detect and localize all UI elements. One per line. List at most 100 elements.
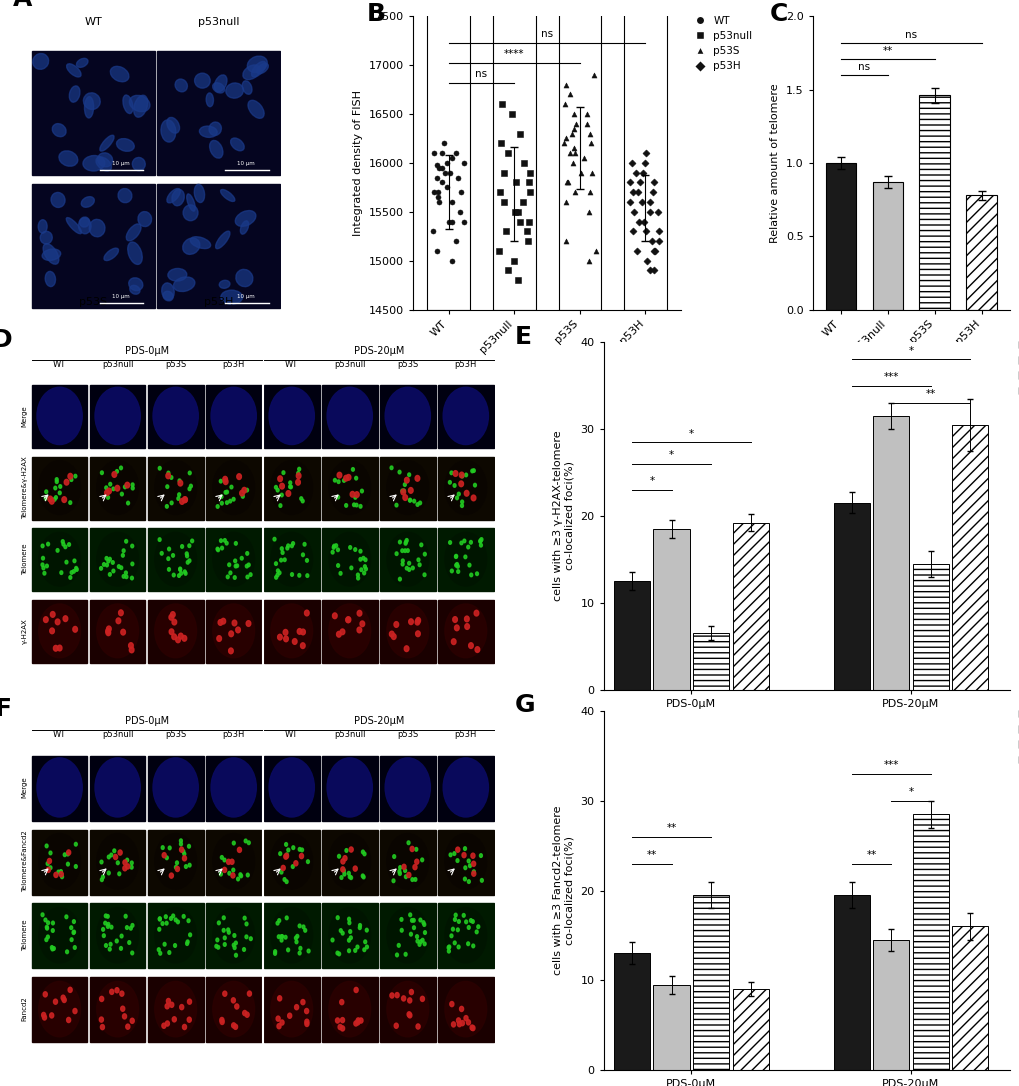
Point bbox=[573, 164, 589, 181]
Text: **: ** bbox=[865, 850, 875, 860]
Circle shape bbox=[365, 929, 368, 932]
Circle shape bbox=[331, 551, 334, 554]
Circle shape bbox=[246, 489, 249, 492]
Circle shape bbox=[280, 935, 283, 938]
Circle shape bbox=[117, 565, 120, 568]
Circle shape bbox=[232, 934, 235, 937]
Circle shape bbox=[222, 992, 226, 996]
Ellipse shape bbox=[59, 151, 77, 166]
Ellipse shape bbox=[209, 122, 221, 136]
Circle shape bbox=[471, 469, 473, 472]
Circle shape bbox=[51, 929, 54, 933]
Circle shape bbox=[107, 871, 110, 875]
Ellipse shape bbox=[127, 242, 142, 264]
Circle shape bbox=[72, 627, 77, 632]
Point bbox=[645, 174, 661, 191]
Bar bbox=[322, 756, 377, 821]
Circle shape bbox=[473, 483, 476, 487]
Circle shape bbox=[457, 1018, 461, 1023]
Circle shape bbox=[453, 918, 455, 921]
Text: PDS-0μM: PDS-0μM bbox=[124, 716, 168, 727]
Circle shape bbox=[423, 573, 426, 577]
Point bbox=[491, 184, 507, 201]
Bar bbox=[90, 830, 146, 895]
Circle shape bbox=[364, 940, 366, 944]
Ellipse shape bbox=[213, 532, 255, 586]
Text: p53null: p53null bbox=[102, 731, 133, 740]
Circle shape bbox=[400, 559, 404, 563]
Bar bbox=[437, 977, 493, 1043]
Circle shape bbox=[365, 945, 368, 949]
Ellipse shape bbox=[252, 62, 266, 77]
Circle shape bbox=[52, 947, 55, 950]
Circle shape bbox=[246, 873, 249, 876]
Circle shape bbox=[119, 466, 122, 469]
Point bbox=[521, 174, 537, 191]
Ellipse shape bbox=[328, 908, 370, 963]
Circle shape bbox=[340, 859, 344, 864]
Circle shape bbox=[453, 913, 457, 917]
Circle shape bbox=[455, 563, 459, 566]
Point bbox=[641, 262, 657, 279]
Point bbox=[454, 154, 471, 172]
Ellipse shape bbox=[183, 205, 198, 220]
Circle shape bbox=[454, 564, 458, 567]
Circle shape bbox=[55, 480, 58, 483]
Circle shape bbox=[112, 471, 116, 478]
Point bbox=[555, 135, 572, 152]
Point bbox=[565, 119, 581, 137]
Circle shape bbox=[223, 479, 228, 484]
Circle shape bbox=[297, 471, 300, 475]
Text: ns: ns bbox=[857, 62, 869, 72]
Circle shape bbox=[243, 917, 246, 920]
Ellipse shape bbox=[243, 80, 252, 94]
Text: p53H: p53H bbox=[222, 731, 245, 740]
Circle shape bbox=[74, 864, 77, 869]
Ellipse shape bbox=[155, 908, 197, 963]
Circle shape bbox=[420, 858, 423, 861]
Circle shape bbox=[337, 952, 340, 956]
Circle shape bbox=[339, 999, 343, 1005]
Circle shape bbox=[107, 922, 110, 926]
Point bbox=[431, 193, 447, 211]
Ellipse shape bbox=[444, 604, 486, 658]
Circle shape bbox=[185, 942, 189, 946]
Circle shape bbox=[165, 856, 168, 860]
Circle shape bbox=[232, 620, 236, 626]
Circle shape bbox=[455, 565, 459, 568]
Circle shape bbox=[302, 925, 305, 929]
Circle shape bbox=[158, 927, 161, 931]
Circle shape bbox=[332, 544, 335, 547]
Circle shape bbox=[243, 948, 246, 951]
Circle shape bbox=[166, 484, 168, 489]
Circle shape bbox=[225, 501, 228, 504]
Text: **: ** bbox=[646, 850, 656, 860]
Circle shape bbox=[227, 931, 230, 934]
Circle shape bbox=[409, 933, 412, 936]
Circle shape bbox=[296, 479, 300, 485]
Circle shape bbox=[355, 492, 359, 497]
Circle shape bbox=[408, 472, 411, 477]
Circle shape bbox=[113, 849, 115, 853]
Circle shape bbox=[467, 942, 469, 946]
Circle shape bbox=[348, 847, 353, 853]
Ellipse shape bbox=[328, 532, 370, 586]
Text: Telomere: Telomere bbox=[21, 543, 28, 574]
Circle shape bbox=[358, 926, 361, 930]
Point bbox=[516, 154, 532, 172]
Circle shape bbox=[122, 1014, 126, 1019]
Circle shape bbox=[48, 496, 53, 502]
Circle shape bbox=[230, 873, 234, 877]
Bar bbox=[653, 529, 689, 690]
Point bbox=[564, 125, 580, 142]
Ellipse shape bbox=[220, 290, 243, 304]
Circle shape bbox=[225, 542, 228, 545]
Ellipse shape bbox=[37, 758, 83, 817]
Circle shape bbox=[168, 950, 170, 955]
Circle shape bbox=[105, 490, 109, 495]
Circle shape bbox=[64, 545, 66, 548]
Circle shape bbox=[232, 497, 234, 501]
Point bbox=[641, 203, 657, 220]
Circle shape bbox=[446, 946, 449, 949]
Circle shape bbox=[108, 557, 111, 561]
